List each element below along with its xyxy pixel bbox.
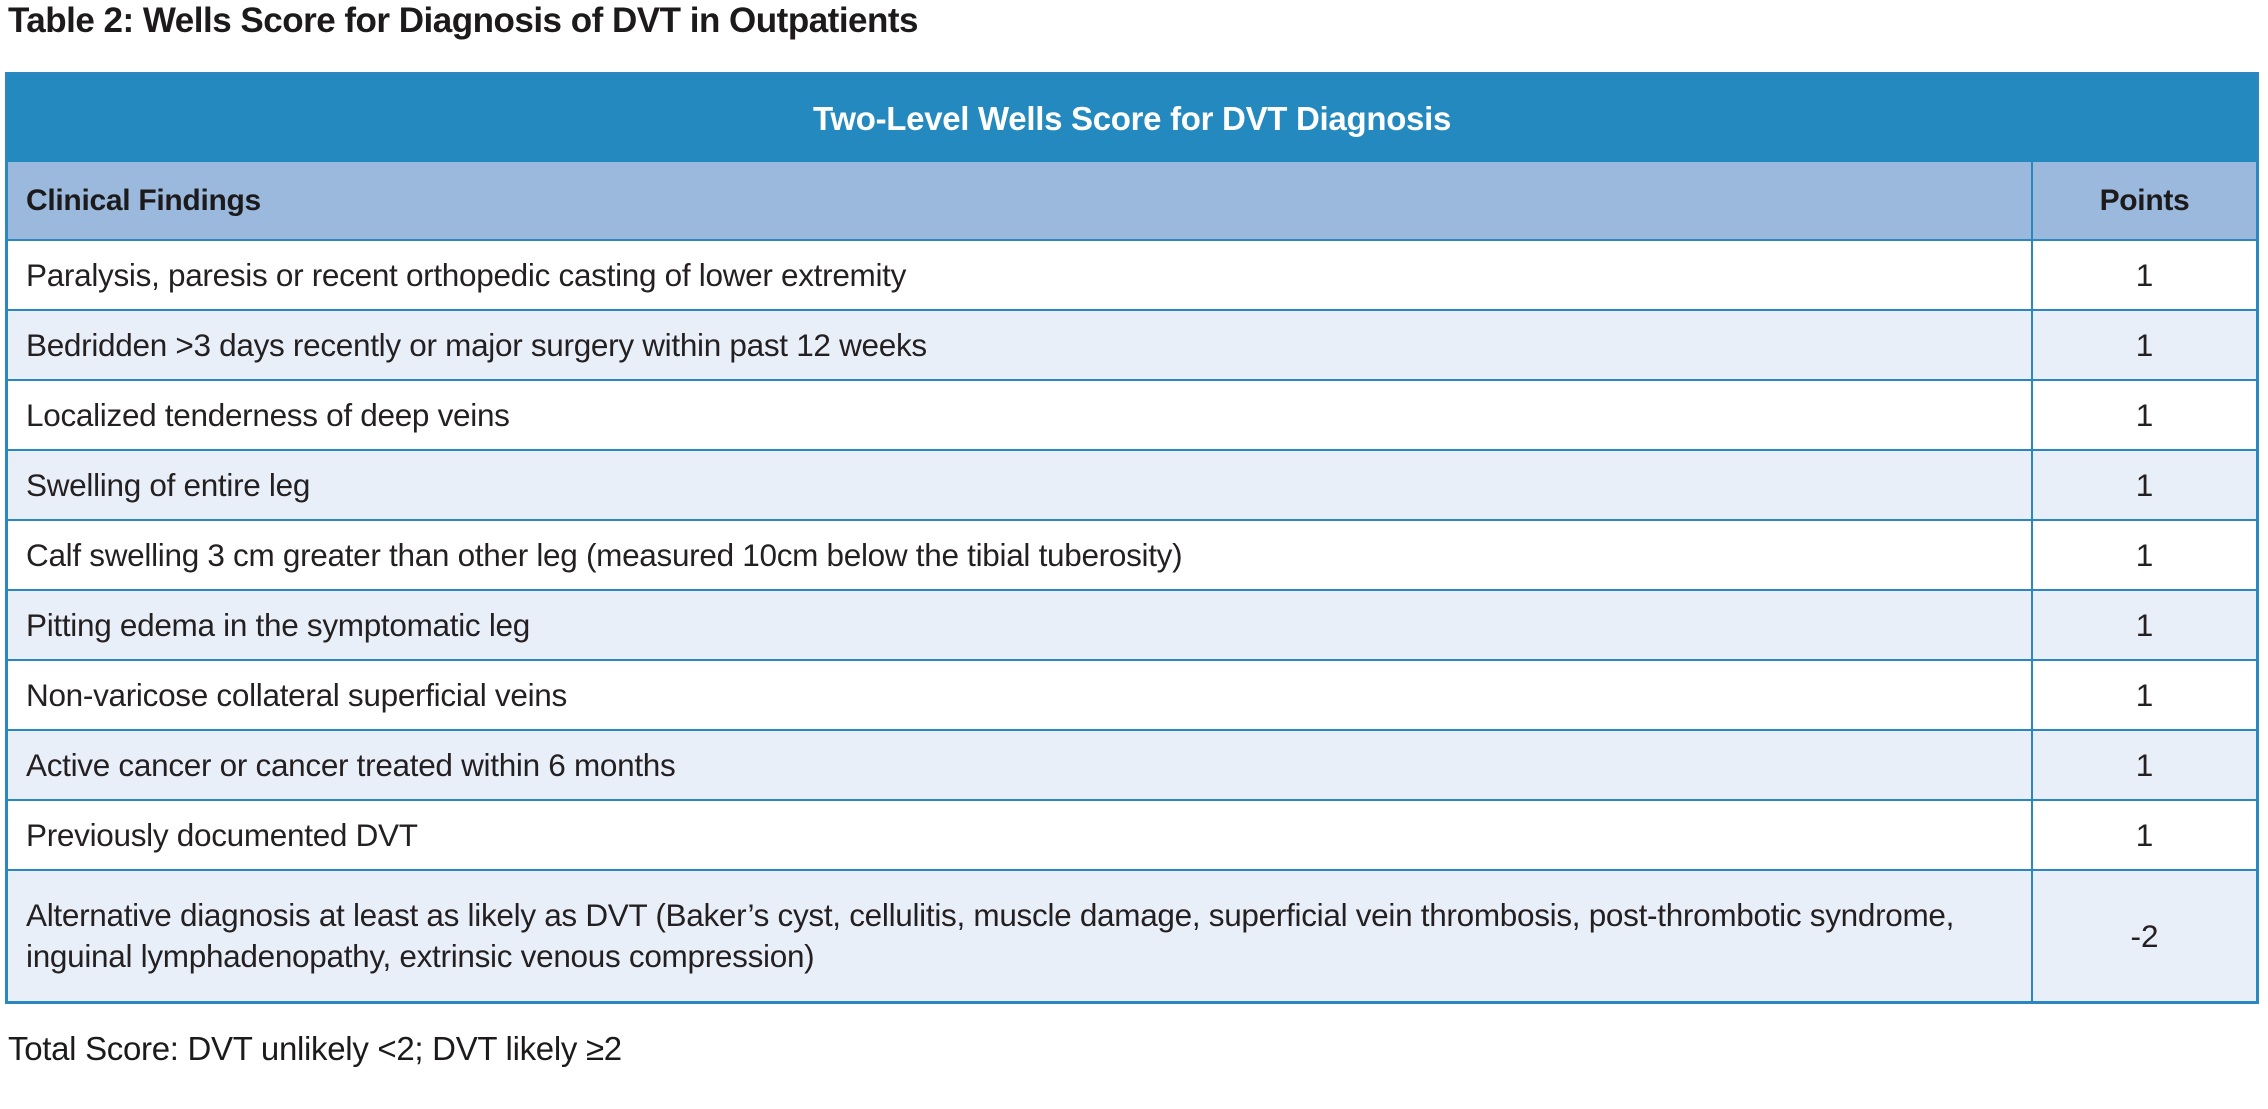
finding-cell: Bedridden >3 days recently or major surg…: [8, 309, 2033, 381]
finding-cell: Pitting edema in the symptomatic leg: [8, 589, 2033, 661]
finding-cell: Calf swelling 3 cm greater than other le…: [8, 519, 2033, 591]
points-cell: 1: [2031, 589, 2256, 661]
points-cell: 1: [2031, 729, 2256, 801]
points-cell: 1: [2031, 519, 2256, 591]
table-row: Paralysis, paresis or recent orthopedic …: [8, 239, 2256, 311]
table-column-headers: Clinical Findings Points: [8, 162, 2256, 241]
points-cell: 1: [2031, 379, 2256, 451]
finding-cell: Paralysis, paresis or recent orthopedic …: [8, 239, 2033, 311]
wells-score-table: Two-Level Wells Score for DVT Diagnosis …: [5, 72, 2259, 1004]
table-row: Active cancer or cancer treated within 6…: [8, 729, 2256, 801]
table-row: Pitting edema in the symptomatic leg 1: [8, 589, 2256, 661]
column-header-points: Points: [2031, 162, 2256, 241]
finding-cell: Non-varicose collateral superficial vein…: [8, 659, 2033, 731]
points-cell: 1: [2031, 799, 2256, 871]
table-title-bar: Two-Level Wells Score for DVT Diagnosis: [8, 75, 2256, 162]
finding-cell: Swelling of entire leg: [8, 449, 2033, 521]
column-header-clinical-findings: Clinical Findings: [8, 162, 2033, 241]
document-title: Table 2: Wells Score for Diagnosis of DV…: [8, 1, 919, 40]
table-row: Alternative diagnosis at least as likely…: [8, 869, 2256, 1001]
table-row: Calf swelling 3 cm greater than other le…: [8, 519, 2256, 591]
finding-cell: Localized tenderness of deep veins: [8, 379, 2033, 451]
points-cell: -2: [2031, 869, 2256, 1001]
finding-cell: Active cancer or cancer treated within 6…: [8, 729, 2033, 801]
finding-cell: Previously documented DVT: [8, 799, 2033, 871]
table-row: Bedridden >3 days recently or major surg…: [8, 309, 2256, 381]
wells-table-grid: Clinical Findings Points Paralysis, pare…: [8, 162, 2256, 1001]
table-row: Localized tenderness of deep veins 1: [8, 379, 2256, 451]
total-score-note: Total Score: DVT unlikely <2; DVT likely…: [8, 1030, 622, 1067]
column-header-row: Clinical Findings Points: [8, 162, 2256, 241]
points-cell: 1: [2031, 309, 2256, 381]
points-cell: 1: [2031, 239, 2256, 311]
table-row: Swelling of entire leg 1: [8, 449, 2256, 521]
points-cell: 1: [2031, 449, 2256, 521]
table-row: Previously documented DVT 1: [8, 799, 2256, 871]
table-body: Paralysis, paresis or recent orthopedic …: [8, 239, 2256, 1001]
points-cell: 1: [2031, 659, 2256, 731]
table-row: Non-varicose collateral superficial vein…: [8, 659, 2256, 731]
finding-cell: Alternative diagnosis at least as likely…: [8, 869, 2033, 1001]
